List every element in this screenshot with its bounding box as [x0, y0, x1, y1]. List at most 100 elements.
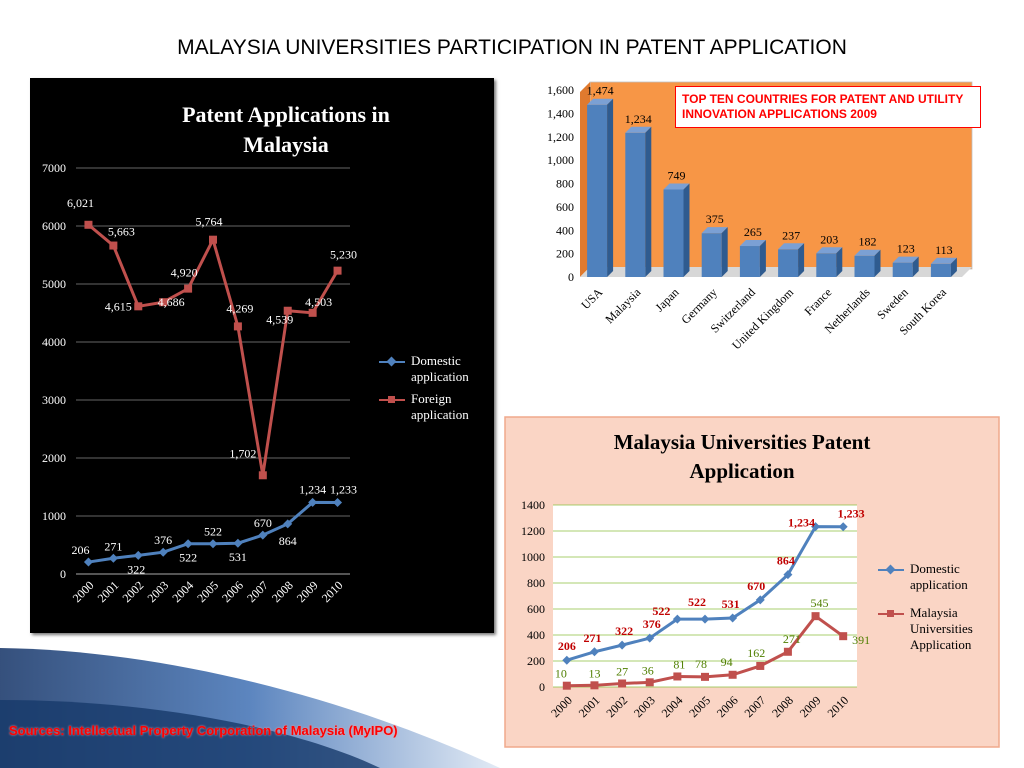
data-point [645, 678, 654, 687]
data-point [755, 595, 765, 605]
legend-foreign-label: Foreign application [411, 391, 469, 422]
chart-title: Patent Applications in Malaysia [182, 102, 390, 157]
universities-patent-chart: Malaysia Universities Patent Application 0… [504, 416, 1000, 748]
data-label: 27 [616, 664, 628, 678]
y-tick-label: 1,200 [547, 130, 574, 144]
data-point [811, 612, 820, 621]
data-label: 6,021 [67, 196, 94, 210]
data-label: 271 [583, 631, 601, 645]
legend-domestic-label: Domestic application [910, 561, 968, 592]
data-label: 1,233 [330, 482, 357, 496]
bar-side [912, 256, 919, 277]
y-tick-label: 1200 [521, 524, 545, 538]
bar [892, 262, 913, 277]
data-label: 1,234 [788, 516, 815, 530]
data-point [184, 284, 193, 293]
data-point [728, 670, 737, 679]
bar-side [950, 257, 957, 277]
bar-side [645, 126, 652, 277]
data-label: 5,230 [330, 248, 357, 262]
data-point [258, 530, 268, 540]
patent-applications-plot: Patent Applications in Malaysia 0 1000 2000 3… [42, 102, 390, 605]
plot-area [553, 505, 857, 687]
data-label: 4,539 [266, 313, 293, 327]
x-tick-label: Sweden [874, 285, 911, 322]
data-point [159, 298, 168, 307]
legend-universities-swatch [878, 610, 904, 617]
data-label: 5,663 [108, 225, 135, 239]
data-point [208, 539, 218, 549]
y-tick-label: 6000 [42, 219, 66, 233]
bar [739, 246, 760, 277]
data-label: 1,702 [229, 446, 256, 460]
y-tick-label: 1,000 [547, 153, 574, 167]
data-label: 265 [744, 225, 762, 239]
legend-domestic-swatch [878, 564, 904, 575]
data-point [209, 235, 217, 244]
data-label: 1,234 [625, 112, 652, 126]
bar [778, 249, 799, 277]
data-label: 1,233 [838, 507, 865, 521]
data-label: 864 [279, 534, 297, 548]
data-label: 271 [104, 539, 122, 553]
data-point [756, 661, 765, 670]
data-point [562, 681, 571, 690]
data-label: 670 [747, 579, 765, 593]
y-tick-label: 0 [539, 680, 545, 694]
data-point [183, 539, 193, 549]
series-line [87, 223, 339, 476]
data-label: 531 [722, 597, 740, 611]
data-point [333, 266, 342, 275]
data-point [618, 679, 627, 688]
x-tick-label: 2006 [219, 578, 246, 605]
data-label: 531 [229, 550, 247, 564]
bar-top [930, 257, 957, 264]
data-point [617, 640, 627, 650]
y-tick-label: 3000 [42, 393, 66, 407]
data-label: 271 [783, 632, 801, 646]
y-tick-label: 600 [556, 200, 574, 214]
data-label: 36 [642, 663, 654, 677]
data-label: 545 [811, 596, 829, 610]
bar-top [778, 243, 805, 250]
data-label: 113 [935, 243, 953, 257]
legend-domestic-swatch [379, 356, 405, 367]
y-tick-label: 200 [556, 247, 574, 261]
data-point [108, 553, 118, 563]
data-point [645, 633, 655, 643]
data-label: 1,474 [587, 84, 614, 98]
chart1-legend: Domestic application Foreign application [379, 353, 489, 429]
bar [663, 189, 684, 277]
y-tick-label: 7000 [42, 161, 66, 175]
data-label: 670 [254, 516, 272, 530]
y-tick-label: 600 [527, 602, 545, 616]
x-tick-label: France [801, 285, 834, 318]
legend-domestic: Domestic application [878, 561, 996, 593]
data-point [589, 647, 599, 657]
legend-domestic: Domestic application [379, 353, 489, 385]
data-label: 522 [204, 525, 222, 539]
y-tick-label: 800 [527, 576, 545, 590]
data-label: 237 [782, 228, 800, 242]
y-tick-label: 5000 [42, 277, 66, 291]
bar [587, 104, 608, 277]
data-label: 94 [721, 655, 733, 669]
legend-domestic-label: Domestic application [411, 353, 469, 384]
data-label: 4,615 [105, 299, 132, 313]
bar-top [816, 247, 843, 254]
y-tick-label: 800 [556, 177, 574, 191]
data-point [233, 538, 243, 548]
data-label: 4,503 [305, 295, 332, 309]
data-label: 522 [652, 604, 670, 618]
y-tick-label: 1400 [521, 498, 545, 512]
slide-title: MALAYSIA UNIVERSITIES PARTICIPATION IN P… [177, 36, 847, 59]
top-ten-countries-chart: 0 200 400 600 800 1,000 1,200 1,400 1,600 1,474 US… [507, 70, 981, 370]
source-note: Sources: Intellectual Property Corporati… [9, 723, 398, 738]
data-label: 78 [695, 657, 707, 671]
patent-applications-chart: Patent Applications in Malaysia 0 1000 2000 3… [30, 78, 494, 633]
chart3-legend: Domestic application Malaysia Universiti… [878, 561, 996, 659]
data-point [783, 570, 793, 580]
legend-foreign: Foreign application [379, 391, 489, 423]
data-point [783, 647, 792, 656]
y-tick-label: 400 [556, 223, 574, 237]
